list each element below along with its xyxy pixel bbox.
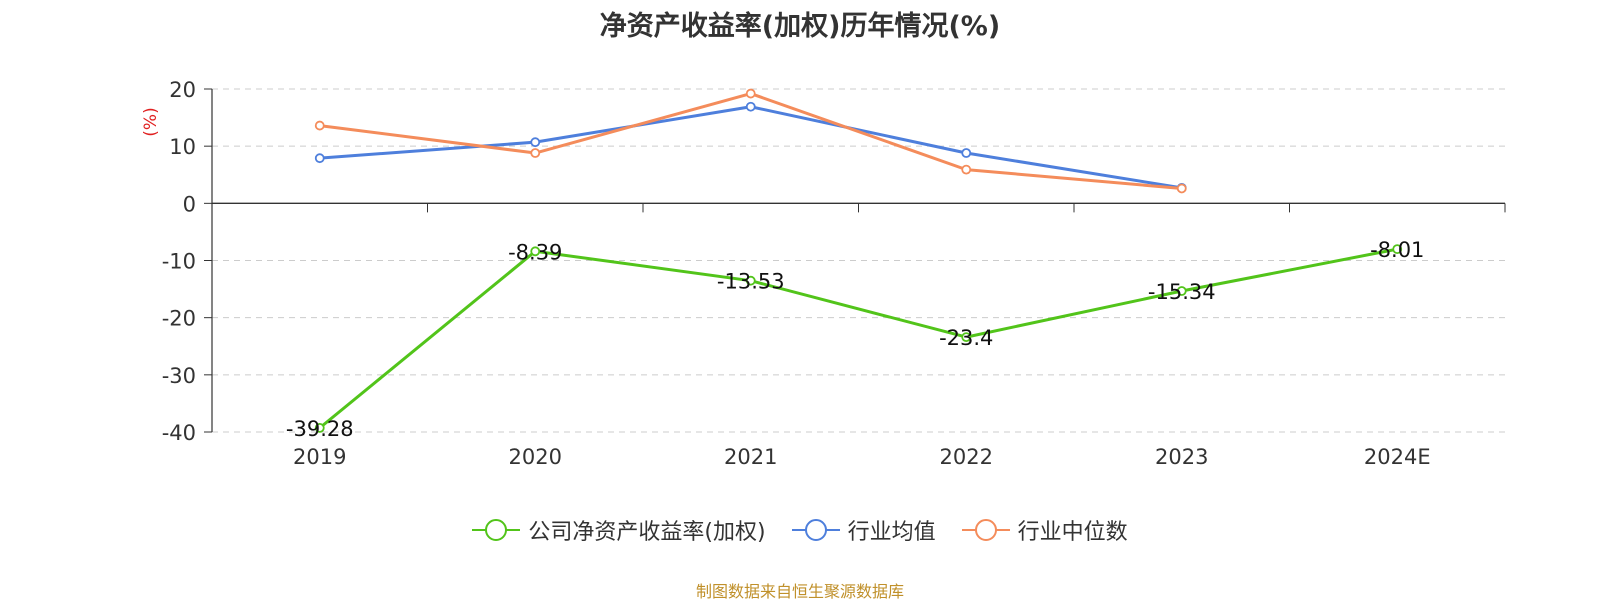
axes: 20 10 0 -10 -20 -30 -40 2019 2020 2021 2022 2023 202…: [141, 78, 1506, 469]
data-label: -8.01: [1370, 238, 1424, 262]
data-point: [314, 120, 325, 131]
data-point: [961, 164, 972, 175]
data-point: [961, 148, 972, 158]
legend-marker-icon: [961, 519, 1010, 541]
data-label: -39.28: [286, 417, 354, 441]
x-tick-label: 2023: [1155, 445, 1208, 469]
line-chart: 20 10 0 -10 -20 -30 -40 2019 2020 2021 2022 2023 202…: [141, 78, 1506, 469]
y-tick-label: -20: [162, 307, 196, 331]
legend-label: 公司净资产收益率(加权): [528, 520, 766, 545]
data-label: -8.39: [508, 240, 562, 264]
y-tick-label: -40: [162, 421, 196, 445]
x-tick-label: 2022: [940, 445, 993, 469]
legend-item[interactable]: 行业均值: [791, 514, 936, 546]
data-point: [1176, 183, 1187, 194]
data-point: [314, 153, 325, 164]
legend-label: 行业中位数: [1017, 520, 1128, 545]
series-lines: [314, 88, 1403, 433]
x-tick-label: 2019: [293, 445, 346, 469]
data-point: [745, 88, 756, 99]
data-point: [530, 148, 541, 158]
data-point: [530, 246, 541, 257]
data-point: [1176, 286, 1187, 296]
data-point: [745, 275, 756, 286]
data-labels: -39.28 -8.39 -13.53 -23.4 -15.34 -8.01: [286, 238, 1425, 441]
x-tick-label: 2020: [509, 445, 562, 469]
data-point: [530, 137, 541, 148]
y-tick-label: -10: [162, 250, 196, 274]
legend-marker-icon: [791, 519, 840, 541]
data-label: -15.34: [1148, 280, 1216, 304]
x-tick-label: 2024E: [1364, 445, 1431, 469]
legend-item[interactable]: 行业中位数: [961, 514, 1128, 546]
data-point: [1392, 244, 1403, 255]
data-point: [745, 101, 756, 112]
data-label: -13.53: [717, 270, 785, 294]
source-note: 制图数据来自恒生聚源数据库: [695, 582, 904, 601]
legend-marker-icon: [472, 519, 521, 541]
y-tick-label: 20: [169, 78, 196, 102]
chart-title: 净资产收益率(加权)历年情况(%): [599, 11, 1001, 42]
data-point: [961, 332, 972, 343]
x-tick-label: 2021: [724, 445, 777, 469]
y-tick-label: 0: [183, 192, 196, 216]
legend-label: 行业均值: [847, 520, 936, 545]
y-tick-label: 10: [169, 135, 196, 159]
legend: 公司净资产收益率(加权) 行业均值 行业中位数: [0, 512, 1600, 548]
legend-item[interactable]: 公司净资产收益率(加权): [472, 514, 766, 546]
y-tick-label: -30: [162, 364, 196, 388]
data-label: -23.4: [939, 326, 993, 350]
series-line: [318, 247, 1398, 430]
data-point: [314, 422, 325, 433]
gridlines: [212, 88, 1505, 433]
y-axis-label: (%): [141, 107, 161, 136]
